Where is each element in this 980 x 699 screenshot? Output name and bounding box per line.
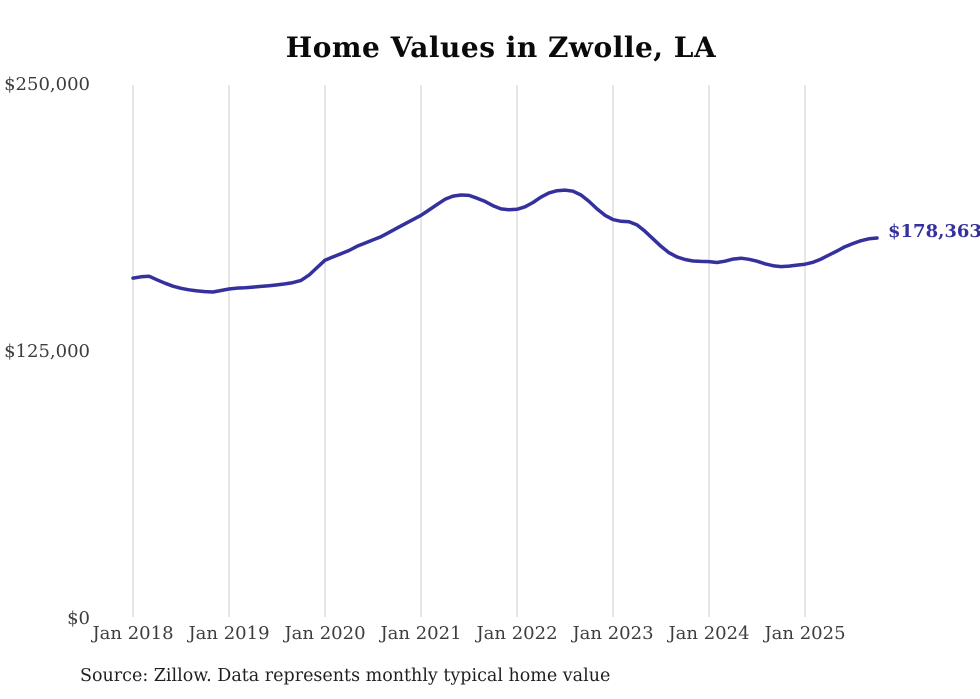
y-axis-tick-label: $0 xyxy=(67,608,90,629)
x-axis-tick-label: Jan 2018 xyxy=(92,623,174,644)
x-axis-tick-label: Jan 2022 xyxy=(476,623,558,644)
x-axis-tick-label: Jan 2025 xyxy=(764,623,846,644)
y-axis-tick-label: $125,000 xyxy=(4,341,90,362)
x-axis-tick-label: Jan 2023 xyxy=(572,623,654,644)
x-axis-tick-label: Jan 2024 xyxy=(668,623,750,644)
chart-title: Home Values in Zwolle, LA xyxy=(285,31,717,64)
x-axis-tick-label: Jan 2021 xyxy=(380,623,462,644)
home-value-line xyxy=(131,188,879,294)
x-axis-tick-label: Jan 2019 xyxy=(188,623,270,644)
y-axis-tick-label: $250,000 xyxy=(4,74,90,95)
x-axis-tick-label: Jan 2020 xyxy=(284,623,366,644)
latest-value-label: $178,363 xyxy=(888,221,980,243)
source-note: Source: Zillow. Data represents monthly … xyxy=(80,666,611,686)
